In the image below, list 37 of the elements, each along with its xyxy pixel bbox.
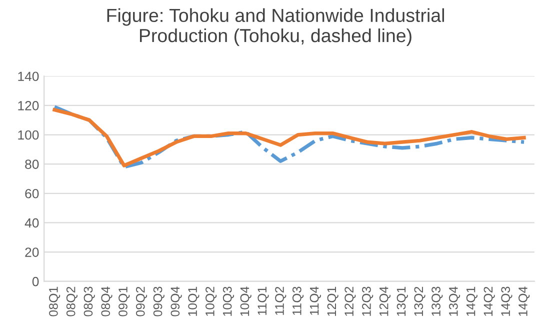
x-tick-label: 13Q1 bbox=[396, 286, 408, 316]
x-tick-label: 14Q1 bbox=[466, 286, 478, 316]
x-tick-label: 14Q3 bbox=[501, 286, 512, 316]
x-tick-label: 09Q1 bbox=[118, 286, 130, 316]
y-tick-label: 60 bbox=[25, 188, 39, 198]
y-tick-label: 40 bbox=[24, 218, 39, 228]
x-tick-label: 09Q4 bbox=[170, 286, 182, 316]
x-tick-label: 13Q2 bbox=[414, 286, 426, 316]
y-tick-label: 140 bbox=[18, 72, 39, 82]
y-tick-label: 0 bbox=[32, 276, 39, 286]
x-tick-label: 10Q2 bbox=[206, 286, 217, 316]
x-tick-label: 08Q1 bbox=[49, 286, 60, 316]
x-tick-label: 10Q1 bbox=[188, 286, 200, 316]
x-tick-label: 11Q3 bbox=[292, 286, 304, 315]
x-tick-label: 12Q1 bbox=[327, 286, 338, 316]
x-tick-label: 09Q2 bbox=[136, 286, 148, 316]
x-tick-label: 10Q4 bbox=[240, 286, 252, 316]
x-tick-label: 11Q4 bbox=[310, 286, 321, 315]
y-tick-label: 100 bbox=[18, 130, 39, 140]
y-tick-label: 80 bbox=[25, 160, 39, 169]
x-tick-label: 11Q1 bbox=[258, 286, 269, 315]
x-tick-label: 12Q3 bbox=[362, 286, 374, 316]
x-tick-label: 08Q4 bbox=[101, 286, 112, 316]
y-tick-label: 20 bbox=[25, 248, 39, 257]
x-tick-label: 10Q3 bbox=[222, 286, 234, 316]
x-tick-label: 12Q2 bbox=[344, 286, 356, 316]
y-tick-label: 120 bbox=[18, 101, 39, 110]
x-tick-label: 11Q2 bbox=[275, 286, 286, 315]
x-tick-label: 13Q4 bbox=[448, 286, 460, 316]
x-tick-label: 08Q2 bbox=[66, 286, 78, 316]
x-tick-label: 14Q4 bbox=[518, 286, 530, 316]
x-tick-label: 08Q3 bbox=[84, 286, 95, 316]
chart-title: Figure: Tohoku and Nationwide Industrial Production (Tohoku, dashed line) bbox=[107, 8, 444, 46]
x-tick-label: 09Q3 bbox=[153, 286, 164, 316]
x-tick-label: 14Q2 bbox=[484, 286, 495, 316]
x-tick-label: 12Q4 bbox=[379, 286, 391, 316]
x-tick-label: 13Q3 bbox=[432, 286, 443, 316]
